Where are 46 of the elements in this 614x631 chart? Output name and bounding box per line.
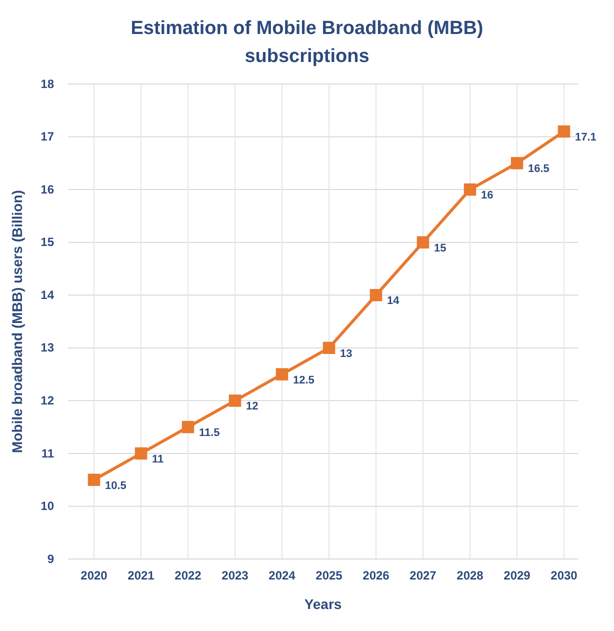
point bbox=[322, 342, 336, 354]
chart-title: Estimation of Mobile Broadband (MBB) subscriptions bbox=[130, 18, 484, 67]
y-tick-label: 15 bbox=[40, 235, 54, 250]
y-tick-label: 11 bbox=[41, 446, 54, 460]
data-label: 10.5 bbox=[105, 480, 126, 492]
y-tick-label: 9 bbox=[47, 552, 54, 566]
y-tick-label: 18 bbox=[40, 76, 54, 91]
x-tick-label: 2027 bbox=[410, 568, 437, 583]
data-label: 11 bbox=[152, 453, 164, 466]
y-tick-label: 10 bbox=[40, 499, 54, 514]
data-label: 12 bbox=[246, 400, 258, 413]
point bbox=[558, 125, 570, 138]
data-label: 14 bbox=[387, 295, 400, 308]
x-tick-label: 2021 bbox=[128, 568, 155, 583]
x-axis-title: Years bbox=[304, 596, 342, 612]
y-axis-title: Mobile broadband (MBB) users (Billion) bbox=[9, 190, 25, 453]
data-label: 13 bbox=[340, 348, 352, 360]
point bbox=[182, 420, 194, 434]
point bbox=[510, 157, 524, 170]
y-tick-label: 14 bbox=[40, 288, 54, 302]
y-tick-label: 17 bbox=[40, 130, 54, 144]
x-tick-label: 2025 bbox=[316, 568, 343, 583]
x-tick-label: 2026 bbox=[362, 568, 390, 583]
point bbox=[464, 183, 476, 196]
x-tick-label: 2029 bbox=[504, 568, 531, 583]
x-tick-label: 2030 bbox=[550, 568, 578, 583]
point bbox=[88, 474, 100, 486]
data-label: 16 bbox=[481, 190, 494, 202]
x-tick-label: 2024 bbox=[268, 568, 296, 583]
x-tick-label: 2023 bbox=[222, 568, 249, 583]
y-tick-label: 12 bbox=[40, 394, 54, 408]
data-label: 12.5 bbox=[293, 374, 314, 386]
point bbox=[134, 447, 148, 460]
data-label: 16.5 bbox=[528, 163, 550, 176]
point bbox=[416, 236, 430, 248]
data-label: 17.1 bbox=[575, 132, 596, 144]
data-label: 15 bbox=[434, 242, 446, 254]
y-tick-label: 13 bbox=[40, 340, 54, 355]
x-tick-label: 2020 bbox=[80, 568, 108, 583]
y-tick-label: 16 bbox=[40, 182, 54, 196]
x-tick-label: 2022 bbox=[174, 568, 202, 583]
data-label: 11.5 bbox=[199, 427, 220, 440]
point bbox=[276, 368, 288, 380]
point bbox=[228, 394, 242, 407]
point bbox=[370, 288, 382, 302]
x-tick-label: 2028 bbox=[456, 568, 484, 583]
